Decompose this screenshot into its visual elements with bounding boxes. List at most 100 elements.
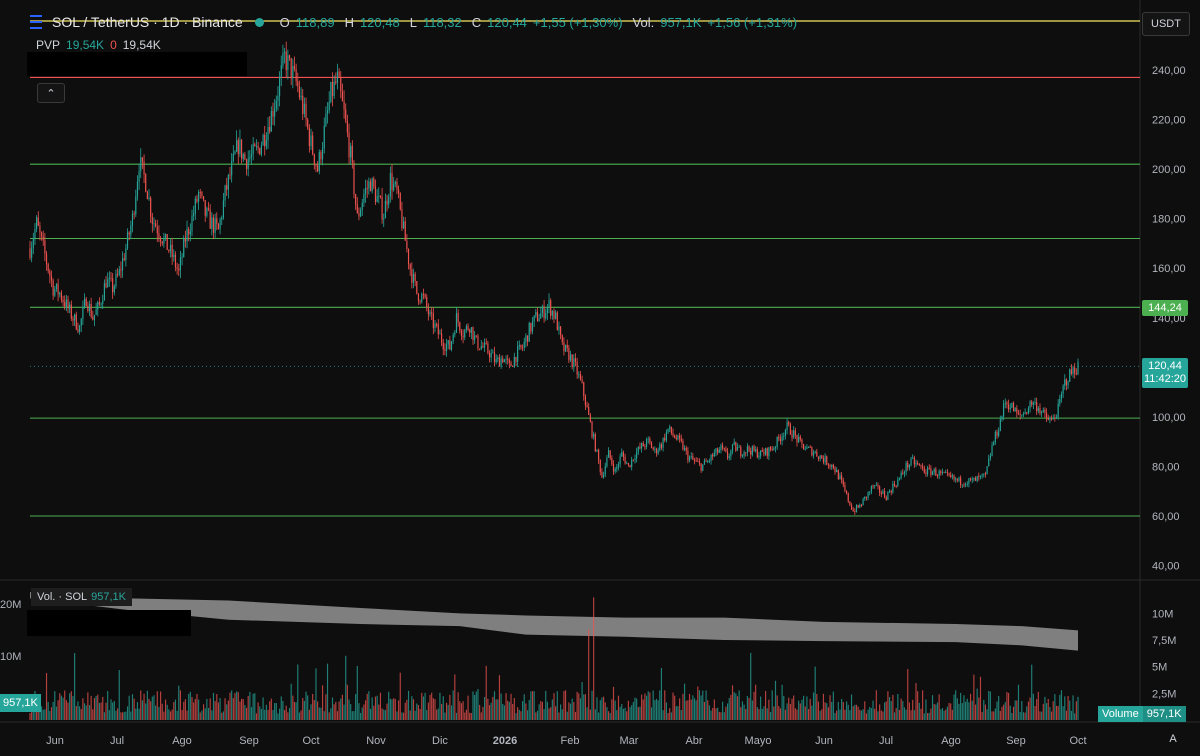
- candle-body: [249, 157, 251, 159]
- candle-body: [728, 456, 730, 458]
- volume-bar: [44, 709, 46, 720]
- volume-bar: [211, 710, 213, 720]
- candle-body: [411, 269, 413, 283]
- candle-body: [807, 446, 810, 448]
- candle-body: [326, 110, 329, 114]
- market-status-icon: [254, 17, 264, 27]
- candle-body: [1024, 412, 1026, 415]
- volume-bar: [741, 701, 744, 720]
- volume-bar: [350, 704, 352, 720]
- volume-bar: [404, 702, 406, 720]
- candle-body: [112, 278, 114, 293]
- candle-body: [330, 82, 332, 103]
- volume-bar: [226, 704, 228, 720]
- candle-body: [774, 447, 777, 449]
- volume-bar: [672, 692, 674, 720]
- volume-bar: [97, 694, 99, 720]
- candle-body: [465, 325, 467, 330]
- volume-bar: [1037, 691, 1039, 720]
- volume-bar: [626, 711, 628, 720]
- candle-body: [576, 361, 578, 375]
- candle-body: [431, 312, 433, 314]
- candle-body: [936, 475, 939, 477]
- candle-body: [135, 196, 137, 215]
- volume-bar: [943, 710, 945, 720]
- volume-bar: [176, 710, 178, 720]
- time-tick-label: Feb: [561, 735, 580, 747]
- candle-body: [748, 446, 750, 451]
- symbol-title[interactable]: SOL / TetherUS · 1D · Binance: [52, 14, 243, 30]
- volume-bar: [98, 702, 101, 720]
- candle-body: [804, 448, 806, 450]
- candle-body: [864, 496, 866, 499]
- candle-body: [677, 435, 679, 440]
- volume-bar: [725, 706, 727, 720]
- volume-bar: [105, 702, 107, 720]
- volume-bar: [312, 693, 314, 720]
- volume-bar: [45, 673, 48, 720]
- candle-body: [470, 327, 472, 333]
- volume-indicator-title[interactable]: Vol. · SOL 957,1K: [31, 588, 133, 606]
- volume-bar: [75, 705, 77, 720]
- candle-body: [611, 458, 613, 465]
- candle-body: [517, 346, 519, 362]
- volume-bar: [933, 704, 935, 720]
- candle-body: [846, 490, 848, 494]
- volume-bar: [135, 708, 137, 720]
- candle-body: [885, 497, 887, 500]
- volume-bar: [710, 710, 712, 720]
- candle-body: [912, 457, 914, 459]
- volume-bar: [839, 709, 841, 720]
- candle-body: [60, 292, 62, 300]
- volume-bar: [814, 666, 816, 720]
- candle-body: [627, 463, 629, 465]
- volume-bar: [801, 699, 803, 720]
- pvp-indicator[interactable]: PVP 19,54K 0 19,54K: [36, 38, 161, 52]
- volume-bar: [369, 708, 372, 720]
- candle-body: [968, 478, 970, 484]
- candle-body: [708, 460, 710, 462]
- volume-bar: [136, 702, 139, 720]
- volume-bar: [183, 701, 185, 720]
- volume-bar: [376, 695, 378, 720]
- candle-body: [1044, 409, 1046, 414]
- candle-body: [669, 426, 671, 429]
- volume-bar: [158, 706, 160, 720]
- volume-bar: [698, 690, 701, 720]
- volume-bar: [492, 696, 494, 720]
- candle-body: [984, 473, 987, 475]
- candle-body: [624, 456, 626, 464]
- candle-body: [341, 91, 343, 102]
- volume-bar: [1046, 703, 1048, 720]
- volume-bar: [483, 697, 486, 720]
- candle-body: [900, 472, 902, 478]
- volume-bar: [260, 708, 262, 720]
- candle-body: [184, 238, 186, 242]
- candle-body: [753, 446, 755, 451]
- candle-body: [121, 258, 124, 271]
- candle-body: [761, 450, 763, 452]
- auto-scale-button[interactable]: A: [1169, 733, 1177, 745]
- candle-body: [665, 432, 667, 441]
- volume-bar: [399, 672, 401, 720]
- currency-selector[interactable]: USDT: [1142, 12, 1190, 36]
- volume-bar: [279, 708, 281, 720]
- candle-body: [338, 71, 340, 77]
- candle-body: [77, 329, 79, 332]
- time-tick-label: Oct: [1069, 735, 1086, 747]
- volume-bar: [550, 707, 552, 720]
- volume-bar: [531, 691, 534, 720]
- candle-body: [745, 452, 747, 454]
- candle-body: [571, 354, 573, 367]
- volume-bar: [275, 703, 277, 720]
- volume-bar: [750, 652, 752, 720]
- candle-body: [887, 492, 889, 500]
- candle-body: [355, 194, 357, 205]
- candle-body: [105, 283, 107, 288]
- collapse-indicators-button[interactable]: ⌃: [37, 83, 65, 103]
- volume-bar: [846, 701, 848, 720]
- menu-icon[interactable]: [30, 15, 42, 29]
- time-tick-label: Ago: [172, 735, 192, 747]
- volume-left-tick-label: 10M: [0, 651, 21, 663]
